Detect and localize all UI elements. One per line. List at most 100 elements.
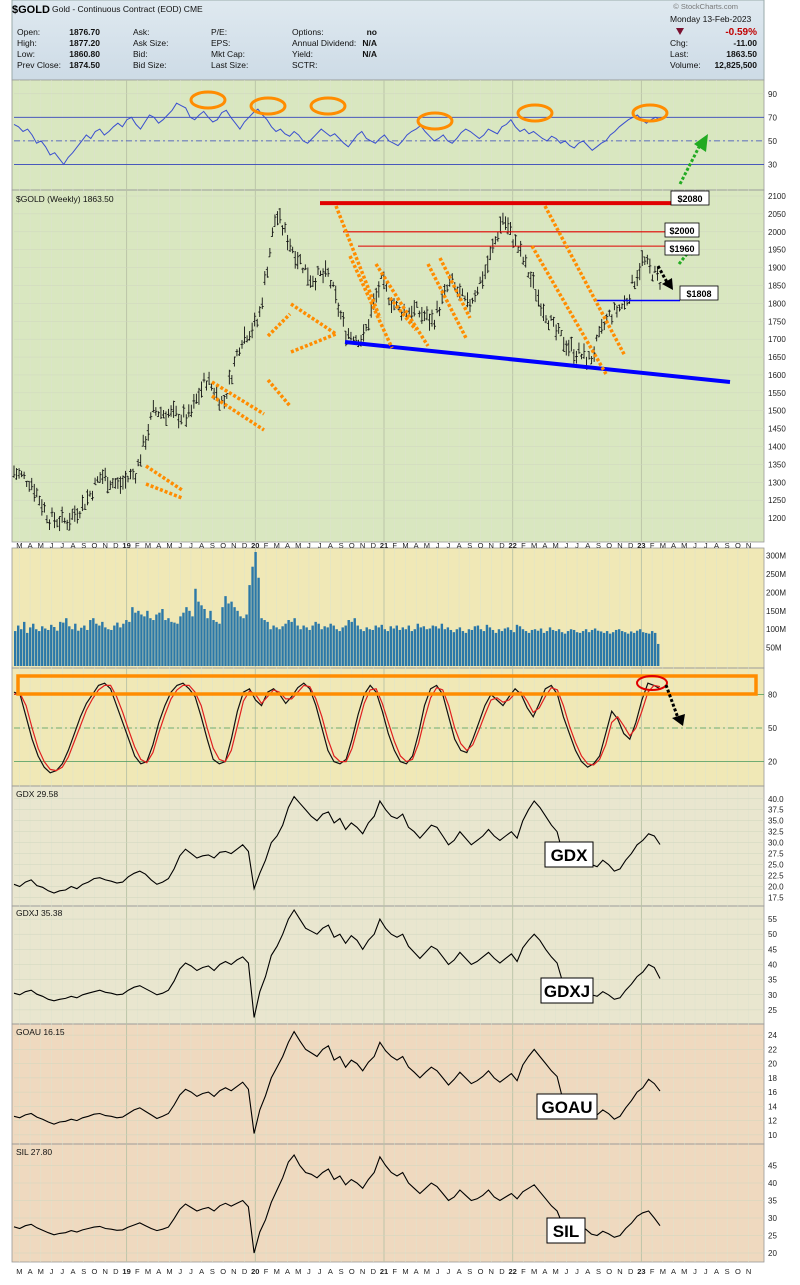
volume-bar [482,631,486,666]
gdxj-tick-label: 50 [768,930,777,939]
svg-text:GDXJ: GDXJ [544,982,590,1001]
date-label: Monday 13-Feb-2023 [670,14,752,24]
gdxj-tick-label: 25 [768,1006,777,1015]
volume-bar [470,629,474,666]
volume-bar [512,632,516,666]
month-label: M [145,541,151,550]
month-label: M [402,1267,408,1276]
volume-bar [611,632,615,666]
volume-bar [203,609,206,666]
volume-bar [83,625,86,666]
month-label: J [178,541,182,550]
volume-bar [338,631,341,666]
stoch-d-line [13,684,661,772]
month-label: A [156,541,161,550]
volume-bar [587,632,591,666]
month-label: F [135,541,140,550]
month-label: F [264,541,269,550]
sil-tick-label: 25 [768,1232,777,1241]
gold-tick-label: 1650 [768,353,786,362]
month-label: M [681,1267,687,1276]
volume-bar [125,620,128,666]
month-label: A [457,1267,462,1276]
month-label: J [575,1267,579,1276]
sil-panel-title: SIL 27.80 [16,1147,52,1157]
month-label: S [596,1267,601,1276]
volume-bar [509,629,513,666]
month-label: S [725,1267,730,1276]
volume-bar [95,623,98,666]
volume-bar [164,620,167,666]
flag-line [145,482,183,500]
goau-label-box: GOAU [536,1093,598,1120]
yield-label: Yield: [292,49,313,59]
month-label: M [145,1267,151,1276]
gold-tick-label: 1900 [768,264,786,273]
chg-value: -11.00 [733,38,757,48]
volume-bar [29,627,32,666]
gold-tick-label: 2050 [768,210,786,219]
mkt-cap-label: Mkt Cap: [211,49,245,59]
volume-bar [548,627,552,666]
volume-bar [479,629,483,666]
month-label: A [28,541,33,550]
volume-bar [272,625,275,666]
volume-bar [302,625,305,666]
price-panel-title: $GOLD (Weekly) 1863.50 [16,194,114,204]
volume-bar [89,620,92,666]
volume-bar [644,632,648,666]
volume-bar [269,629,272,666]
label-2000: $2000 [664,222,700,238]
volume-bar [23,621,26,666]
month-label: S [467,541,472,550]
month-label: F [650,541,655,550]
month-label: F [135,1267,140,1276]
bid-size-label: Bid Size: [133,60,167,70]
panel-borders [11,79,765,1263]
month-label: N [102,1267,107,1276]
month-label: J [564,1267,568,1276]
symbol-description: Gold - Continuous Contract (EOD) CME [52,4,203,14]
volume-bar [143,616,146,666]
ask-size-label: Ask Size: [133,38,168,48]
month-label: 21 [380,1267,388,1276]
volume-bar [500,631,504,666]
volume-bar [32,623,35,666]
gdx-tick-label: 40.0 [768,795,784,804]
month-label: J [189,1267,193,1276]
volume-bar [647,633,651,666]
month-label: N [746,541,751,550]
volume-bar [182,612,185,666]
rsi-overbought-circle [309,96,347,116]
volume-bar [404,629,408,666]
volume-bar [641,632,645,666]
volume-bar [224,596,227,666]
volume-value: 12,825,500 [714,60,757,70]
month-label: S [725,541,730,550]
volume-bar [41,626,44,666]
rsi-tick-label: 30 [768,160,777,169]
month-label: J [693,541,697,550]
gold-tick-label: 1700 [768,335,786,344]
volume-bar [425,629,429,666]
volume-bar [194,588,197,666]
month-label: A [585,1267,590,1276]
month-label: J [436,1267,440,1276]
month-label: J [307,541,311,550]
down-arrow-line [656,265,670,285]
volume-bar [368,629,371,666]
volume-bar [71,629,74,666]
volume-bar [563,633,567,666]
stoch-k-line [13,682,661,774]
month-label: M [424,1267,430,1276]
volume-bar [347,620,350,666]
month-label: M [424,541,430,550]
month-label: M [552,1267,558,1276]
volume-bar [461,631,465,666]
gdxj-tick-label: 55 [768,915,777,924]
month-label: 22 [509,541,517,550]
annotations [16,90,758,726]
stoch-down-arrow-icon [672,714,685,726]
month-label: J [60,1267,64,1276]
month-label: O [92,1267,98,1276]
